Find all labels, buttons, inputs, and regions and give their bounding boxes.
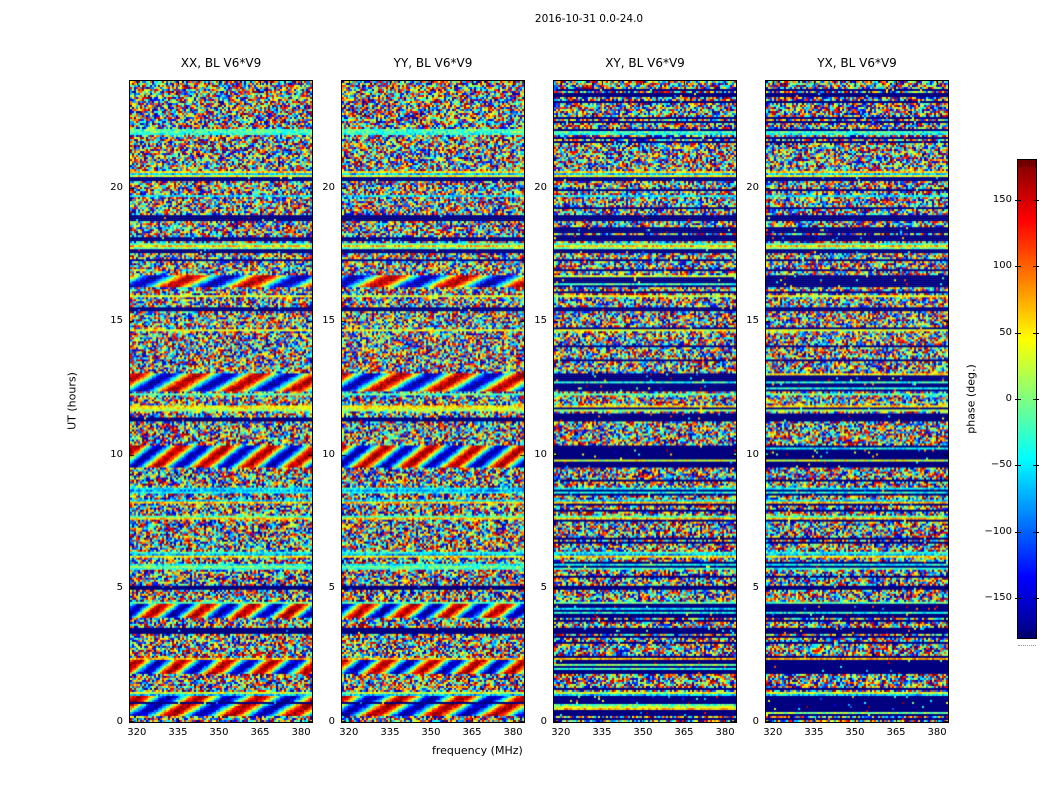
y-tick-label: 15 <box>110 315 123 327</box>
x-tick-label: 350 <box>421 727 441 738</box>
y-tick-label: 15 <box>746 315 759 327</box>
colorbar-extension-dots <box>1018 645 1036 646</box>
x-tick-label: 320 <box>127 727 147 738</box>
x-tick-label: 320 <box>339 727 359 738</box>
colorbar-tick-mark <box>1033 333 1039 334</box>
colorbar-tick-mark <box>1015 532 1021 533</box>
heatmap-yx <box>765 80 949 723</box>
heatmap-yy <box>341 80 525 723</box>
x-tick-label: 380 <box>503 727 523 738</box>
x-tick-label: 365 <box>462 727 482 738</box>
colorbar-tick-mark <box>1033 200 1039 201</box>
x-tick-label: 350 <box>209 727 229 738</box>
panel-title-xy: XY, BL V6*V9 <box>605 56 685 70</box>
x-tick-label: 335 <box>804 727 824 738</box>
colorbar-tick-label: −50 <box>990 459 1012 471</box>
y-tick-label: 0 <box>328 716 335 727</box>
y-axis-label: UT (hours) <box>65 372 79 430</box>
y-tick-label: 5 <box>540 582 547 594</box>
colorbar-tick-label: 0 <box>1005 393 1012 404</box>
x-tick-label: 380 <box>291 727 311 738</box>
y-tick-label: 5 <box>116 582 123 594</box>
panel-title-yy: YY, BL V6*V9 <box>393 56 473 70</box>
figure-title: 2016-10-31 0.0-24.0 <box>534 13 644 25</box>
x-tick-label: 365 <box>250 727 270 738</box>
x-tick-label: 365 <box>886 727 906 738</box>
x-tick-label: 380 <box>715 727 735 738</box>
y-tick-label: 10 <box>110 448 123 460</box>
y-tick-label: 5 <box>328 582 335 594</box>
y-tick-label: 20 <box>534 181 547 193</box>
y-tick-label: 15 <box>534 315 547 327</box>
colorbar-tick-label: 100 <box>992 260 1012 272</box>
x-tick-label: 350 <box>633 727 653 738</box>
x-tick-label: 335 <box>380 727 400 738</box>
x-tick-label: 350 <box>845 727 865 738</box>
y-tick-label: 20 <box>110 181 123 193</box>
colorbar-tick-mark <box>1033 399 1039 400</box>
x-tick-label: 320 <box>763 727 783 738</box>
colorbar-tick-mark <box>1015 200 1021 201</box>
colorbar-tick-label: −150 <box>984 592 1012 604</box>
colorbar-tick-mark <box>1033 465 1039 466</box>
colorbar-tick-mark <box>1015 399 1021 400</box>
heatmap-xx <box>129 80 313 723</box>
y-tick-label: 0 <box>752 716 759 727</box>
heatmap-xy <box>553 80 737 723</box>
colorbar-tick-label: 50 <box>999 326 1012 338</box>
x-tick-label: 335 <box>592 727 612 738</box>
x-tick-label: 365 <box>674 727 694 738</box>
colorbar-tick-mark <box>1015 333 1021 334</box>
y-tick-label: 10 <box>534 448 547 460</box>
y-tick-label: 20 <box>322 181 335 193</box>
colorbar-tick-label: −100 <box>984 525 1012 537</box>
colorbar-tick-label: 150 <box>992 193 1012 205</box>
colorbar-tick-mark <box>1033 598 1039 599</box>
colorbar-tick-mark <box>1015 465 1021 466</box>
y-tick-label: 20 <box>746 181 759 193</box>
colorbar-tick-mark <box>1015 598 1021 599</box>
panel-title-yx: YX, BL V6*V9 <box>817 56 897 70</box>
y-tick-label: 0 <box>540 716 547 727</box>
y-tick-label: 0 <box>116 716 123 727</box>
panel-title-xx: XX, BL V6*V9 <box>180 56 262 70</box>
x-tick-label: 320 <box>551 727 571 738</box>
y-tick-label: 10 <box>322 448 335 460</box>
colorbar-tick-mark <box>1015 266 1021 267</box>
y-tick-label: 15 <box>322 315 335 327</box>
x-tick-label: 335 <box>168 727 188 738</box>
colorbar-tick-mark <box>1033 266 1039 267</box>
x-axis-label: frequency (MHz) <box>432 744 523 757</box>
y-tick-label: 10 <box>746 448 759 460</box>
x-tick-label: 380 <box>927 727 947 738</box>
y-tick-label: 5 <box>752 582 759 594</box>
colorbar-tick-mark <box>1033 532 1039 533</box>
